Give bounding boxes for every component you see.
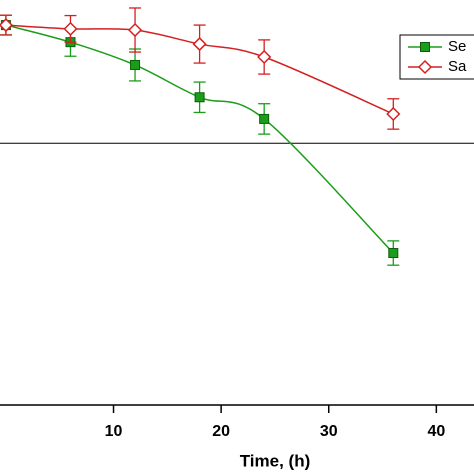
marker bbox=[0, 18, 13, 33]
marker bbox=[417, 59, 433, 75]
x-axis-title: Time, (h) bbox=[240, 451, 311, 470]
marker bbox=[63, 21, 78, 36]
legend-label: Se bbox=[448, 38, 466, 55]
marker bbox=[259, 113, 270, 124]
x-tick-label: 30 bbox=[320, 423, 338, 440]
marker bbox=[130, 59, 141, 70]
marker bbox=[420, 42, 430, 52]
marker bbox=[386, 106, 401, 122]
legend-box bbox=[399, 34, 474, 80]
marker bbox=[127, 22, 143, 38]
marker bbox=[257, 49, 272, 65]
x-tick-label: 20 bbox=[212, 423, 230, 440]
marker bbox=[194, 92, 205, 103]
marker bbox=[388, 248, 399, 259]
x-tick-label: 10 bbox=[105, 423, 123, 440]
x-tick-label: 40 bbox=[427, 423, 445, 440]
marker bbox=[192, 37, 207, 52]
legend-label: Sa bbox=[448, 58, 467, 75]
